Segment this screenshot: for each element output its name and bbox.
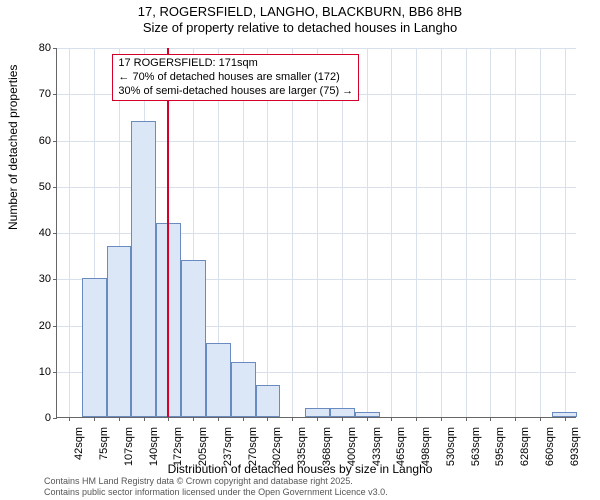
x-tick-mark [193,417,194,421]
x-tick-label: 368sqm [321,423,333,466]
x-tick-mark [119,417,120,421]
y-tick-label: 20 [39,320,57,332]
y-tick-label: 50 [39,181,57,193]
x-tick-mark [466,417,467,421]
x-tick-label: 530sqm [445,423,457,466]
x-tick-mark [367,417,368,421]
y-tick-label: 40 [39,227,57,239]
footer-line-2: Contains public sector information licen… [44,487,388,497]
histogram-bar [256,385,281,417]
x-tick-mark [540,417,541,421]
histogram-bar [305,408,330,417]
x-tick-label: 237sqm [222,423,234,466]
y-axis-label: Number of detached properties [6,65,20,230]
x-tick-mark [69,417,70,421]
x-tick-label: 693sqm [569,423,581,466]
x-tick-mark [317,417,318,421]
x-tick-label: 628sqm [519,423,531,466]
x-tick-mark [565,417,566,421]
histogram-bar [206,343,231,417]
callout-line-3: 30% of semi-detached houses are larger (… [118,85,353,99]
reference-callout: 17 ROGERSFIELD: 171sqm ← 70% of detached… [112,54,359,101]
x-tick-label: 498sqm [420,423,432,466]
histogram-bar [181,260,206,417]
y-tick-label: 10 [39,366,57,378]
chart-footer: Contains HM Land Registry data © Crown c… [44,476,388,497]
histogram-bar [355,412,380,417]
x-tick-mark [267,417,268,421]
reference-line [167,48,169,417]
histogram-bar [330,408,355,417]
x-tick-mark [218,417,219,421]
histogram-bar [552,412,577,417]
x-tick-label: 563sqm [470,423,482,466]
x-tick-mark [391,417,392,421]
x-tick-label: 140sqm [148,423,160,466]
x-tick-mark [94,417,95,421]
x-tick-label: 270sqm [247,423,259,466]
y-tick-label: 60 [39,135,57,147]
x-tick-mark [441,417,442,421]
histogram-bar [131,121,156,417]
chart-plot-area: 42sqm75sqm107sqm140sqm172sqm205sqm237sqm… [56,48,576,418]
footer-line-1: Contains HM Land Registry data © Crown c… [44,476,388,486]
x-tick-label: 42sqm [73,423,85,460]
x-tick-mark [515,417,516,421]
x-tick-mark [416,417,417,421]
y-tick-label: 30 [39,273,57,285]
histogram-bar [82,278,107,417]
x-tick-label: 433sqm [371,423,383,466]
chart-title-block: 17, ROGERSFIELD, LANGHO, BLACKBURN, BB6 … [0,0,600,37]
histogram-bar [231,362,256,418]
x-tick-label: 400sqm [346,423,358,466]
histogram-bar [107,246,132,417]
callout-line-2: ← 70% of detached houses are smaller (17… [118,71,353,85]
x-tick-label: 465sqm [395,423,407,466]
x-tick-label: 172sqm [172,423,184,466]
x-tick-label: 107sqm [123,423,135,466]
x-tick-mark [342,417,343,421]
x-tick-label: 335sqm [296,423,308,466]
x-tick-label: 75sqm [98,423,110,460]
y-tick-label: 0 [45,412,57,424]
x-tick-mark [168,417,169,421]
x-tick-label: 595sqm [494,423,506,466]
x-tick-mark [292,417,293,421]
x-axis-label: Distribution of detached houses by size … [0,462,600,476]
x-tick-label: 205sqm [197,423,209,466]
x-tick-label: 660sqm [544,423,556,466]
y-tick-label: 70 [39,88,57,100]
x-tick-label: 302sqm [271,423,283,466]
x-tick-mark [490,417,491,421]
title-line-1: 17, ROGERSFIELD, LANGHO, BLACKBURN, BB6 … [0,4,600,20]
x-tick-mark [144,417,145,421]
x-tick-mark [243,417,244,421]
callout-line-1: 17 ROGERSFIELD: 171sqm [118,57,353,71]
y-tick-label: 80 [39,42,57,54]
title-line-2: Size of property relative to detached ho… [0,20,600,36]
gridline-horizontal [57,48,576,49]
